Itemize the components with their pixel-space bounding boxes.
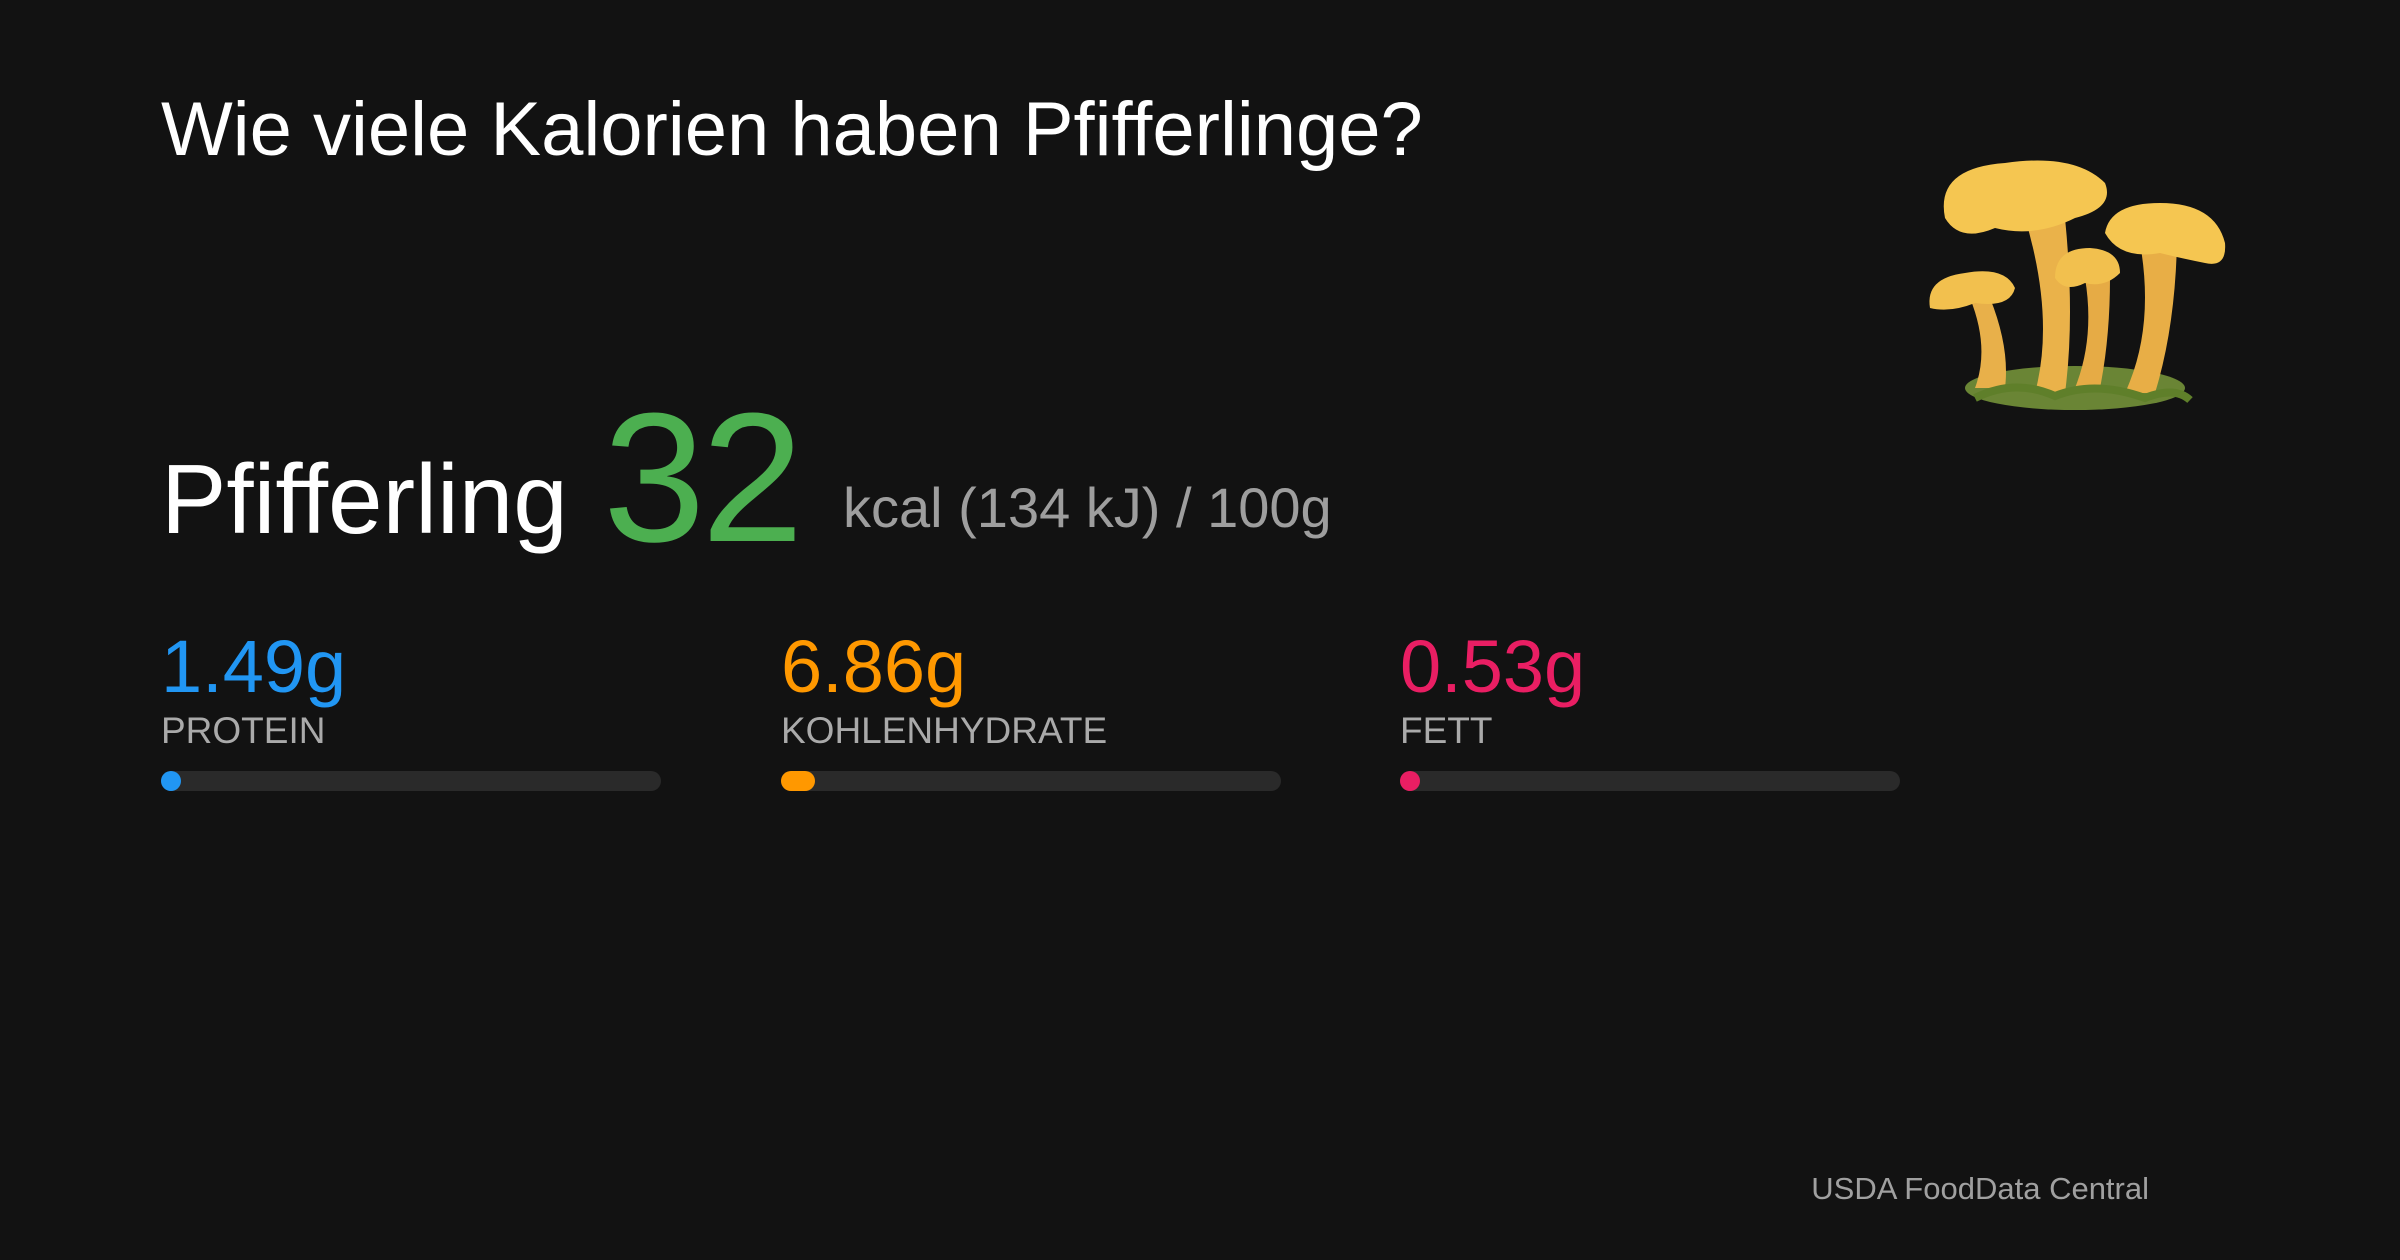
mushroom-illustration xyxy=(1929,160,2226,410)
bar-track xyxy=(781,771,1281,791)
bar-fill xyxy=(781,771,816,791)
nutrient-label: FETT xyxy=(1400,710,1493,751)
nutrient: 1.49g PROTEIN xyxy=(161,630,661,791)
nutrient-label: KOHLENHYDRATE xyxy=(781,710,1108,751)
nutrient-value: 1.49g xyxy=(161,625,347,708)
nutrient-value: 0.53g xyxy=(1400,625,1586,708)
bar-track xyxy=(1400,771,1900,791)
bar-fill xyxy=(161,771,181,791)
title: Wie viele Kalorien haben Pfifferlinge? xyxy=(161,87,1423,172)
nutrient-value: 6.86g xyxy=(781,625,967,708)
nutrient: 0.53g FETT xyxy=(1400,630,1900,791)
food-name: Pfifferling xyxy=(161,444,568,554)
kcal-unit: kcal (134 kJ) / 100g xyxy=(843,476,1332,539)
nutrient-label: PROTEIN xyxy=(161,710,326,751)
bar-track xyxy=(161,771,661,791)
kcal-value: 32 xyxy=(603,374,804,580)
source: USDA FoodData Central xyxy=(1811,1171,2149,1206)
nutrient: 6.86g KOHLENHYDRATE xyxy=(781,630,1281,791)
bar-fill xyxy=(1400,771,1420,791)
